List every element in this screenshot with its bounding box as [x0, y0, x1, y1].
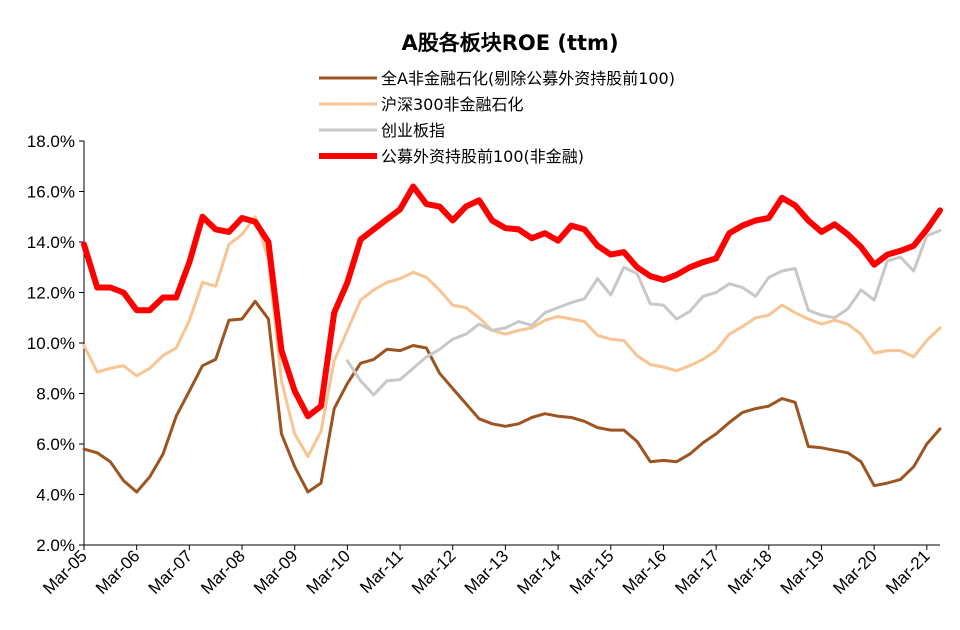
legend-item-2: 沪深300非金融石化	[319, 95, 524, 114]
y-tick-label: 6.0%	[36, 435, 75, 454]
series-line-4	[81, 183, 943, 420]
x-tick-label: Mar-09	[250, 546, 302, 598]
series-line-2	[82, 215, 942, 459]
x-tick-label: Mar-06	[92, 546, 144, 598]
legend-label-1: 全A非金融石化(剔除公募外资持股前100)	[381, 69, 675, 88]
x-tick-label: Mar-13	[461, 546, 513, 598]
y-tick-label: 18.0%	[27, 132, 75, 151]
x-tick-label: Mar-11	[356, 546, 407, 597]
y-tick-label: 2.0%	[36, 536, 75, 555]
x-tick-label: Mar-20	[829, 546, 881, 598]
legend-label-3: 创业板指	[381, 121, 445, 140]
chart-title: A股各板块ROE (ttm)	[401, 31, 618, 55]
legend-item-4: 公募外资持股前100(非金融)	[319, 147, 584, 166]
x-tick-label: Mar-10	[303, 546, 355, 598]
y-tick-label: 16.0%	[27, 183, 75, 202]
x-tick-label: Mar-15	[566, 546, 618, 598]
legend-item-1: 全A非金融石化(剔除公募外资持股前100)	[319, 69, 675, 88]
legend-label-2: 沪深300非金融石化	[381, 95, 524, 114]
y-tick-label: 8.0%	[36, 385, 75, 404]
x-tick-label: Mar-12	[408, 546, 460, 598]
series-line-1	[82, 299, 942, 494]
legend-label-4: 公募外资持股前100(非金融)	[381, 147, 584, 166]
x-tick-label: Mar-08	[197, 546, 249, 598]
y-tick-label: 12.0%	[27, 284, 75, 303]
series-layer	[81, 183, 943, 494]
y-tick-label: 4.0%	[36, 486, 75, 505]
x-tick-label: Mar-14	[513, 546, 565, 598]
x-tick-label: Mar-07	[145, 546, 197, 598]
x-tick-label: Mar-21	[882, 546, 934, 598]
legend: 全A非金融石化(剔除公募外资持股前100) 沪深300非金融石化 创业板指 公募…	[319, 69, 675, 166]
x-tick-label: Mar-17	[671, 546, 723, 598]
x-tick-label: Mar-19	[777, 546, 829, 598]
x-tick-label: Mar-18	[724, 546, 776, 598]
x-tick-label: Mar-16	[619, 546, 671, 598]
series-line-3	[345, 229, 942, 397]
legend-item-3: 创业板指	[319, 121, 445, 140]
y-tick-label: 10.0%	[27, 334, 75, 353]
y-tick-label: 14.0%	[27, 233, 75, 252]
